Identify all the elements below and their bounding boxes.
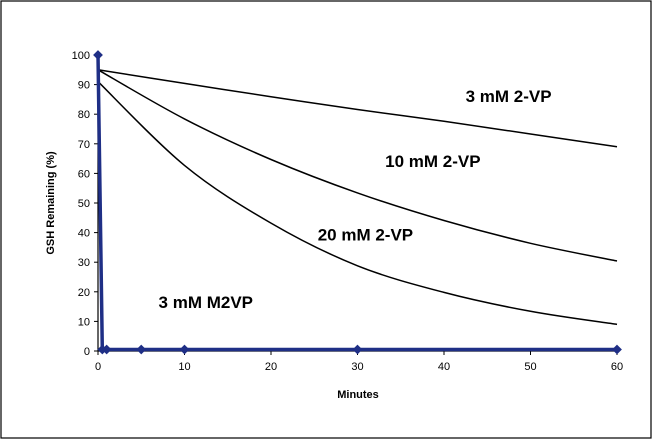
y-tick-label: 100 — [72, 50, 90, 62]
series-line-3-mm-2-vp — [97, 69, 618, 148]
y-tick-label: 40 — [78, 228, 90, 240]
series-line-20-mm-2-vp — [97, 81, 618, 326]
data-point-3-mm-m2vp — [612, 344, 622, 355]
annotation-3-mm-2-vp: 3 mM 2-VP — [466, 87, 552, 106]
y-tick-label: 60 — [78, 168, 90, 180]
y-tick-label: 80 — [78, 109, 90, 121]
y-tick-label: 90 — [78, 80, 90, 92]
y-tick-label: 50 — [78, 198, 90, 210]
y-tick-label: 10 — [78, 316, 90, 328]
series-line-10-mm-2-vp — [97, 69, 618, 262]
x-tick-label: 0 — [95, 361, 101, 373]
x-axis-title: Minutes — [337, 389, 379, 401]
x-tick-label: 40 — [438, 361, 450, 373]
y-axis-title: GSH Remaining (%) — [45, 151, 57, 255]
annotation-20-mm-2-vp: 20 mM 2-VP — [318, 225, 413, 244]
series-layer — [93, 50, 622, 355]
y-tick-label: 30 — [78, 257, 90, 269]
data-point-3-mm-m2vp — [136, 344, 147, 355]
y-tick-label: 20 — [78, 287, 90, 299]
y-tick-label: 0 — [84, 346, 90, 358]
x-tick-label: 20 — [265, 361, 277, 373]
annotation-3-mm-m2vp: 3 mM M2VP — [159, 293, 253, 312]
x-tick-label: 60 — [611, 361, 623, 373]
x-tick-label: 30 — [351, 361, 363, 373]
data-point-3-mm-m2vp — [101, 344, 112, 355]
data-point-3-mm-m2vp — [93, 50, 103, 60]
x-tick-label: 50 — [524, 361, 536, 373]
data-point-3-mm-m2vp — [179, 344, 190, 355]
data-point-3-mm-m2vp — [352, 344, 363, 355]
annotation-10-mm-2-vp: 10 mM 2-VP — [385, 152, 480, 171]
annotation-layer: 3 mM 2-VP 10 mM 2-VP 20 mM 2-VP 3 mM M2VP — [159, 87, 552, 312]
x-tick-label: 10 — [178, 361, 190, 373]
y-tick-label: 70 — [78, 139, 90, 151]
